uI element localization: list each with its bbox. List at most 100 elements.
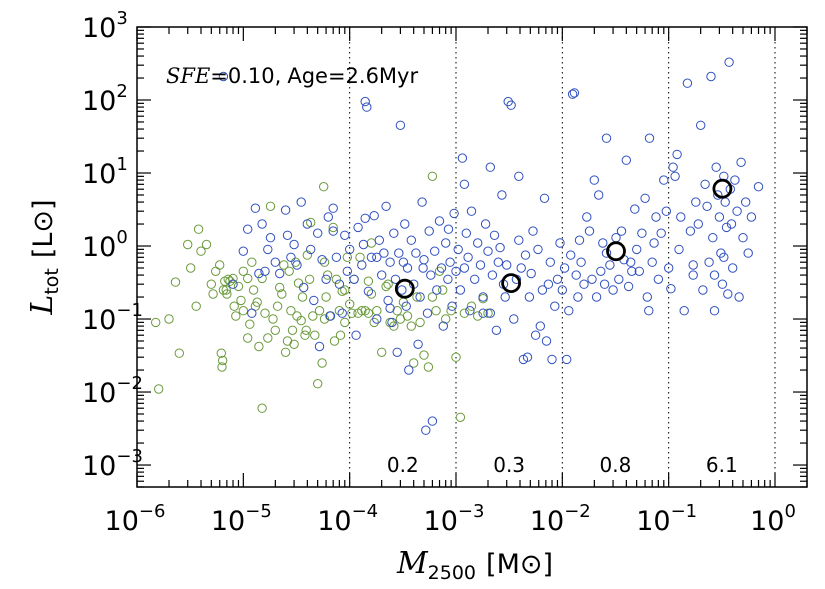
y-tick-exp: −2 xyxy=(116,373,143,394)
blue-point-226 xyxy=(688,270,698,280)
blue-point-114 xyxy=(509,314,519,324)
blue-point-213 xyxy=(726,219,737,229)
blue-point-220 xyxy=(741,197,751,207)
blue-point-57 xyxy=(394,248,404,258)
blue-point-154 xyxy=(596,266,606,276)
y-tick-base: 10 xyxy=(82,305,116,336)
blue-point-180 xyxy=(661,206,671,216)
blue-point-215 xyxy=(730,175,740,185)
blue-point-53 xyxy=(387,317,397,328)
x-tick-exp: −3 xyxy=(458,501,485,522)
green-point-11 xyxy=(206,279,217,289)
blue-point-94 xyxy=(465,306,475,316)
blue-point-18 xyxy=(296,197,306,207)
blue-point-135 xyxy=(555,238,565,248)
green-point-114 xyxy=(466,301,477,311)
blue-point-27 xyxy=(323,212,333,222)
blue-point-19 xyxy=(299,282,309,293)
x-tick-base: 10 xyxy=(317,506,351,537)
green-point-23 xyxy=(225,276,235,286)
blue-point-56 xyxy=(392,347,402,357)
blue-point-42 xyxy=(362,102,372,112)
bin-label-2: 0.8 xyxy=(600,453,632,477)
x-tick-exp: −4 xyxy=(352,501,379,522)
blue-point-149 xyxy=(584,226,595,236)
blue-point-174 xyxy=(647,257,657,267)
blue-point-45 xyxy=(369,211,379,221)
blue-point-224 xyxy=(709,306,720,316)
blue-point-234 xyxy=(443,224,454,234)
blue-point-36 xyxy=(349,274,359,284)
y-tick-base: 10 xyxy=(82,232,116,263)
green-point-112 xyxy=(455,412,466,422)
green-point-8 xyxy=(193,224,204,234)
x-tick-exp: −1 xyxy=(671,501,698,522)
blue-point-217 xyxy=(734,292,744,302)
bin-label-3: 6.1 xyxy=(706,453,738,477)
green-point-110 xyxy=(446,306,456,316)
blue-point-178 xyxy=(656,228,666,238)
blue-point-111 xyxy=(502,260,512,270)
green-point-27 xyxy=(233,281,244,292)
green-point-33 xyxy=(245,319,255,329)
green-point-21 xyxy=(222,289,232,299)
blue-point-9 xyxy=(263,244,273,255)
blue-point-40 xyxy=(358,239,369,250)
bin-label-0: 0.2 xyxy=(387,453,419,477)
blue-point-33 xyxy=(340,230,350,241)
green-point-118 xyxy=(427,171,438,182)
blue-point-79 xyxy=(434,216,445,226)
blue-point-143 xyxy=(571,270,581,280)
green-point-25 xyxy=(229,301,239,311)
green-point-57 xyxy=(296,315,306,326)
annotation-sfe-value: =0.10, xyxy=(210,64,281,88)
blue-point-177 xyxy=(653,274,664,284)
green-point-3 xyxy=(170,277,181,287)
blue-point-162 xyxy=(616,226,627,236)
green-point-53 xyxy=(289,339,299,349)
blue-point-34 xyxy=(342,266,352,276)
blue-point-219 xyxy=(738,233,748,243)
green-point-47 xyxy=(277,289,287,299)
green-point-6 xyxy=(186,263,196,273)
blue-point-77 xyxy=(430,246,440,256)
blue-point-142 xyxy=(569,88,580,98)
green-point-61 xyxy=(302,250,312,260)
blue-point-147 xyxy=(579,279,589,289)
green-point-75 xyxy=(334,306,345,316)
green-point-76 xyxy=(335,330,346,340)
blue-point-161 xyxy=(614,274,624,284)
blue-point-58 xyxy=(395,120,406,131)
blue-point-47 xyxy=(374,235,384,245)
green-point-72 xyxy=(328,222,338,233)
blue-point-164 xyxy=(621,155,631,165)
blue-point-88 xyxy=(453,244,463,255)
blue-point-8 xyxy=(260,266,270,276)
blue-point-145 xyxy=(574,235,585,245)
blue-point-134 xyxy=(552,274,563,284)
blue-point-6 xyxy=(254,268,264,279)
blue-point-156 xyxy=(599,279,610,289)
blue-point-124 xyxy=(530,330,541,340)
green-point-70 xyxy=(322,270,333,280)
blue-point-25 xyxy=(317,255,327,265)
green-point-41 xyxy=(263,333,273,343)
green-point-43 xyxy=(268,314,278,324)
blue-point-169 xyxy=(634,266,644,276)
green-point-64 xyxy=(310,330,320,340)
green-point-58 xyxy=(297,292,308,302)
green-point-69 xyxy=(321,292,331,302)
green-point-66 xyxy=(314,306,325,316)
blue-point-233 xyxy=(459,179,470,190)
blue-point-98 xyxy=(475,260,486,270)
blue-point-235 xyxy=(601,133,612,143)
green-point-95 xyxy=(392,306,402,316)
blue-point-194 xyxy=(696,120,706,131)
bin-mean-marker-1 xyxy=(501,273,522,294)
green-point-117 xyxy=(483,308,493,318)
y-axis-symbol: L xyxy=(25,295,60,316)
blue-point-222 xyxy=(746,212,757,222)
green-point-88 xyxy=(366,289,377,299)
green-point-115 xyxy=(473,311,483,321)
blue-point-35 xyxy=(345,244,355,255)
